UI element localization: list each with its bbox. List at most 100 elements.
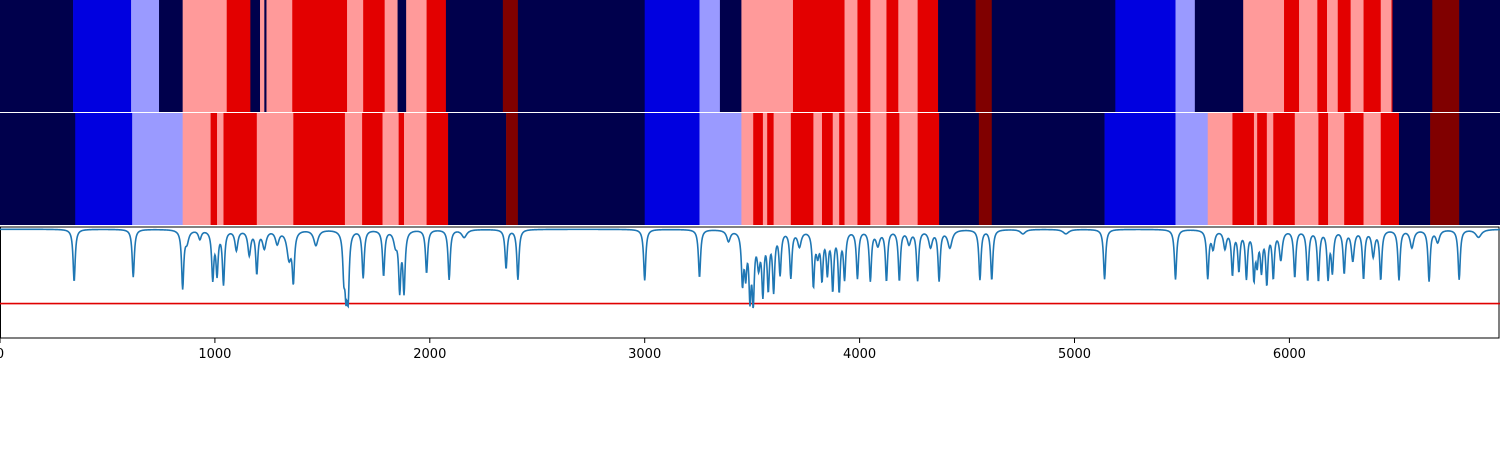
x-tick-label-3: 3000 (628, 347, 661, 362)
top-band-segment-23 (741, 0, 794, 112)
middle-band-segment-19 (699, 113, 742, 225)
x-tick-label-2: 2000 (413, 347, 446, 362)
top-band-segment-3 (159, 0, 183, 112)
middle-band-segment-33 (886, 113, 900, 225)
middle-band-segment-41 (1207, 113, 1233, 225)
top-band-segment-45 (1380, 0, 1392, 112)
x-tick-label-1: 1000 (198, 347, 231, 362)
signal-series-line (0, 228, 1500, 309)
top-band-segment-9 (266, 0, 293, 112)
middle-band-segment-37 (978, 113, 993, 225)
top-band-segment-48 (1432, 0, 1460, 112)
middle-band-segment-40 (1175, 113, 1209, 225)
middle-band-segment-32 (870, 113, 887, 225)
middle-band-segment-6 (223, 113, 258, 225)
middle-band-segment-20 (741, 113, 754, 225)
x-axis: 0 1000 2000 3000 4000 5000 6000 (0, 338, 1306, 362)
middle-band-segment-11 (382, 113, 399, 225)
top-band-segment-27 (870, 0, 887, 112)
x-tick-label-0: 0 (0, 347, 4, 362)
top-band-segment-14 (397, 0, 407, 112)
top-band-segment-22 (719, 0, 742, 112)
top-band-segment-17 (445, 0, 504, 112)
middle-band-segment-16 (506, 113, 519, 225)
top-band-segment-43 (1350, 0, 1364, 112)
middle-band-segment-46 (1273, 113, 1296, 225)
top-band-segment-32 (975, 0, 993, 112)
middle-band-segment-12 (398, 113, 405, 225)
middle-band-segment-55 (1459, 113, 1500, 225)
top-band-segment-6 (250, 0, 261, 112)
middle-band-segment-17 (517, 113, 645, 225)
top-band-segment-19 (517, 0, 645, 112)
middle-band-segment-42 (1232, 113, 1255, 225)
middle-band-segment-48 (1318, 113, 1329, 225)
top-band-segment-10 (292, 0, 348, 112)
top-band-segment-44 (1363, 0, 1382, 112)
x-tick-label-6: 6000 (1273, 347, 1306, 362)
top-band-segment-42 (1337, 0, 1351, 112)
middle-band-segment-43 (1253, 113, 1258, 225)
middle-band-segment-28 (832, 113, 840, 225)
top-band-segment-38 (1284, 0, 1300, 112)
top-band-segment-18 (502, 0, 519, 112)
top-band-segment-4 (182, 0, 228, 112)
top-band-segment-36 (1194, 0, 1244, 112)
middle-band-segment-35 (917, 113, 940, 225)
top-band-segment-21 (699, 0, 721, 112)
top-band-segment-12 (363, 0, 385, 112)
middle-band-segment-25 (790, 113, 814, 225)
middle-band-segment-2 (132, 113, 183, 225)
top-band-segment-15 (406, 0, 427, 112)
top-band-segment-33 (991, 0, 1116, 112)
middle-band-segment-21 (753, 113, 764, 225)
top-band-segment-25 (844, 0, 858, 112)
middle-band-segment-4 (210, 113, 218, 225)
middle-band-segment-26 (813, 113, 823, 225)
middle-band-segment-39 (1104, 113, 1176, 225)
top-band-segment-46 (1391, 0, 1393, 112)
top-band-segment-20 (644, 0, 700, 112)
middle-band-segment-29 (839, 113, 845, 225)
top-band-segment-29 (898, 0, 918, 112)
top-band-segment-39 (1299, 0, 1318, 112)
signal-line-panel (0, 226, 1500, 339)
middle-band-segment-36 (939, 113, 980, 225)
middle-band-segment-24 (773, 113, 792, 225)
middle-band-segment-51 (1363, 113, 1382, 225)
middle-band-segment-9 (344, 113, 363, 225)
top-band-segment-35 (1175, 0, 1196, 112)
middle-band-segment-13 (404, 113, 427, 225)
middle-band-segment-7 (256, 113, 294, 225)
top-band-segment-16 (426, 0, 447, 112)
top-band-segment-31 (938, 0, 976, 112)
middle-band-segment-49 (1328, 113, 1345, 225)
top-band-segment-30 (917, 0, 939, 112)
middle-band-segment-23 (767, 113, 774, 225)
middle-band-segment-45 (1266, 113, 1274, 225)
x-tick-label-4: 4000 (843, 347, 876, 362)
top-heatmap-band (0, 0, 1500, 112)
top-band-segment-24 (792, 0, 845, 112)
top-band-segment-11 (347, 0, 364, 112)
x-tick-label-5: 5000 (1058, 347, 1091, 362)
top-band-segment-8 (264, 0, 267, 112)
middle-band-segment-1 (75, 113, 133, 225)
middle-band-segment-3 (182, 113, 211, 225)
top-band-segment-7 (260, 0, 265, 112)
middle-band-segment-47 (1294, 113, 1319, 225)
top-band-segment-5 (226, 0, 251, 112)
top-band-segment-37 (1243, 0, 1285, 112)
middle-band-segment-14 (426, 113, 449, 225)
middle-band-segment-10 (362, 113, 383, 225)
middle-band-segment-18 (644, 113, 700, 225)
middle-band-segment-44 (1257, 113, 1268, 225)
middle-band-segment-27 (821, 113, 834, 225)
top-band-segment-1 (73, 0, 132, 112)
middle-band-segment-8 (293, 113, 346, 225)
middle-band-segment-5 (217, 113, 224, 225)
middle-band-segment-31 (857, 113, 871, 225)
middle-band-segment-30 (844, 113, 858, 225)
top-band-segment-49 (1459, 0, 1500, 112)
